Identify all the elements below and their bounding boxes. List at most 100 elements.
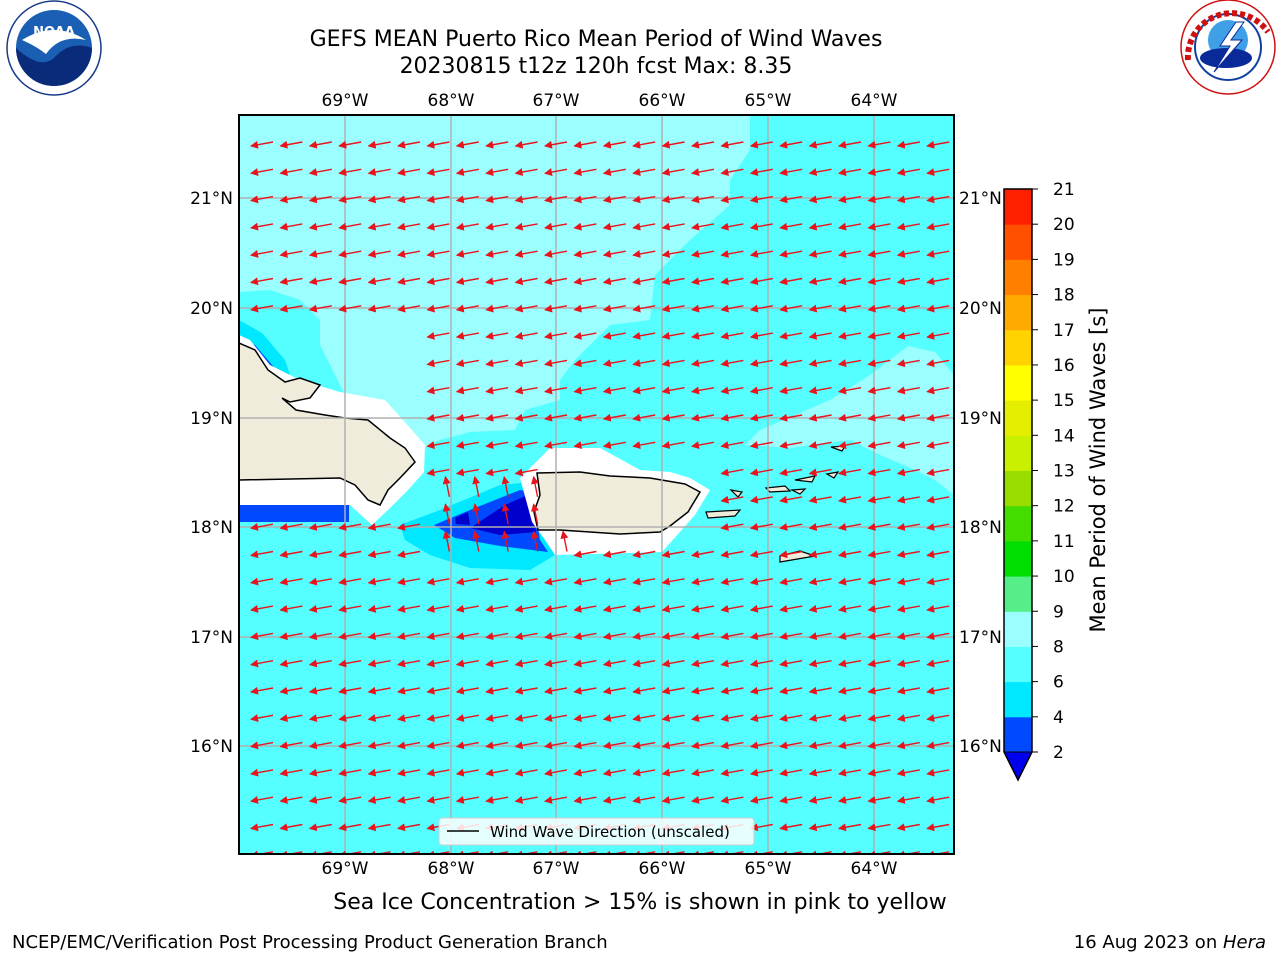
wave-direction-arrow (779, 714, 803, 722)
wave-direction-arrow (808, 686, 832, 695)
colorbar-segment (1004, 505, 1032, 542)
wave-direction-arrow (308, 140, 332, 149)
wave-direction-arrow (279, 741, 303, 750)
wave-direction-arrow (455, 632, 479, 641)
wave-direction-arrow (455, 714, 479, 722)
wave-direction-arrow (720, 796, 744, 804)
wave-direction-arrow (779, 604, 803, 613)
wave-direction-arrow (602, 250, 626, 258)
wave-direction-arrow (455, 768, 479, 777)
colorbar-segment (1004, 400, 1032, 436)
wave-direction-arrow (338, 277, 362, 286)
wave-direction-arrow (397, 768, 421, 777)
wave-direction-arrow (808, 468, 832, 477)
wave-direction-arrow (691, 550, 715, 559)
wave-direction-arrow (867, 386, 891, 395)
wave-direction-arrow (455, 359, 479, 368)
wave-direction-arrow (661, 250, 685, 258)
lat-label: 19°N (959, 409, 1002, 429)
colorbar-tick-label: 19 (1053, 250, 1075, 270)
wave-direction-arrow (749, 277, 773, 286)
wave-direction-arrow (573, 413, 597, 422)
colorbar-tick-label: 14 (1053, 426, 1075, 446)
wave-direction-arrow (926, 331, 950, 340)
wave-direction-arrow (867, 359, 891, 368)
wave-direction-arrow (514, 796, 538, 804)
wave-direction-arrow (867, 441, 891, 449)
wave-direction-arrow (367, 741, 391, 750)
wave-direction-arrow (926, 632, 950, 641)
wave-direction-arrow (544, 250, 568, 258)
wave-direction-arrow (632, 714, 656, 722)
wave-direction-arrow (720, 304, 744, 313)
wave-direction-arrow (602, 331, 626, 340)
wave-direction-arrow (279, 277, 303, 286)
wave-direction-arrow (691, 222, 715, 231)
wave-direction-arrow (661, 768, 685, 777)
wave-direction-arrow (867, 632, 891, 641)
wave-direction-arrow (573, 222, 597, 231)
wave-direction-arrow (838, 222, 862, 231)
wave-direction-arrow (455, 413, 479, 422)
wave-direction-arrow (632, 796, 656, 804)
wave-direction-arrow (896, 386, 920, 395)
wave-direction-arrow (661, 359, 685, 368)
wave-direction-arrow (279, 714, 303, 722)
wave-direction-arrow (485, 577, 509, 586)
wave-direction-arrow (514, 604, 538, 613)
wave-direction-arrow (602, 741, 626, 750)
wave-direction-arrow (455, 277, 479, 286)
wave-direction-arrow (544, 741, 568, 750)
wave-direction-arrow (514, 632, 538, 641)
wave-direction-arrow (250, 714, 274, 722)
wave-direction-arrow (455, 250, 479, 258)
wave-direction-arrow (367, 659, 391, 668)
wave-direction-arrow (442, 503, 451, 525)
wave-direction-arrow (779, 577, 803, 586)
wave-direction-arrow (308, 796, 332, 804)
wave-direction-arrow (896, 468, 920, 477)
wave-direction-arrow (426, 168, 450, 176)
wave-direction-arrow (455, 441, 479, 449)
wave-direction-arrow (602, 632, 626, 641)
lat-label: 18°N (959, 518, 1002, 538)
wave-direction-arrow (867, 140, 891, 149)
wave-direction-arrow (632, 441, 656, 449)
wave-direction-arrow (485, 140, 509, 149)
wave-direction-arrow (397, 577, 421, 586)
wave-direction-arrow (426, 659, 450, 668)
wave-direction-arrow (691, 195, 715, 204)
wave-direction-arrow (720, 386, 744, 395)
wave-direction-arrow (485, 441, 509, 449)
wave-direction-arrow (896, 331, 920, 340)
wave-direction-arrow (779, 304, 803, 313)
wave-direction-arrow (279, 604, 303, 613)
wave-direction-arrow (367, 222, 391, 231)
wave-direction-arrow (397, 304, 421, 313)
map-plot-area (239, 115, 954, 854)
wave-direction-arrow (573, 550, 597, 559)
wave-direction-arrow (720, 659, 744, 668)
wave-direction-arrow (426, 686, 450, 695)
wave-direction-arrow (838, 386, 862, 395)
colorbar-segment (1004, 470, 1032, 507)
wave-direction-arrow (749, 195, 773, 204)
wave-direction-arrow (573, 195, 597, 204)
wave-direction-arrow (661, 686, 685, 695)
wave-direction-arrow (397, 250, 421, 258)
wave-direction-arrow (308, 277, 332, 286)
wave-direction-arrow (485, 604, 509, 613)
colorbar-frame (1003, 188, 1033, 782)
wave-direction-arrow (867, 168, 891, 176)
wave-direction-arrow (749, 714, 773, 722)
wave-direction-arrow (632, 659, 656, 668)
wave-direction-arrow (720, 495, 744, 504)
wave-direction-arrow (544, 277, 568, 286)
wave-direction-arrow (602, 413, 626, 422)
wave-direction-arrow (397, 195, 421, 204)
wave-direction-arrow (749, 741, 773, 750)
wave-direction-arrow (779, 250, 803, 258)
wave-direction-arrow (779, 632, 803, 641)
wave-direction-arrow (720, 413, 744, 422)
wave-direction-arrow (367, 195, 391, 204)
